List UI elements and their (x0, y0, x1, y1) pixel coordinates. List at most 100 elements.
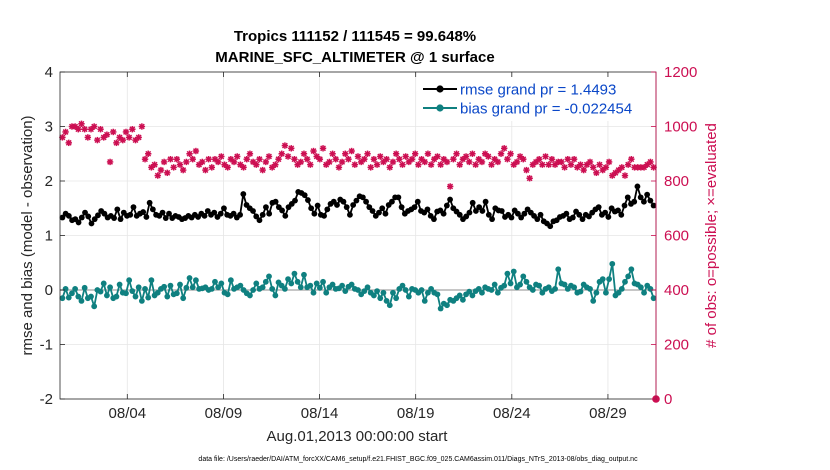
bias-point (405, 293, 412, 300)
obs-marker (453, 150, 460, 157)
obs-marker (62, 128, 69, 136)
obs-marker (618, 164, 626, 171)
bias-point (288, 280, 295, 287)
bias-point (148, 277, 155, 284)
rmse-point (602, 209, 609, 216)
bias-point (183, 284, 190, 291)
obs-marker (288, 145, 295, 152)
obs-marker (164, 169, 171, 177)
rmse-point (162, 215, 169, 221)
bias-point (266, 273, 272, 280)
obs-marker (351, 161, 359, 168)
legend-bias-label: bias grand pr = -0.022454 (460, 101, 632, 118)
obs-marker (125, 134, 133, 141)
obs-marker (243, 156, 250, 163)
bias-point (590, 298, 597, 304)
obs-marker (373, 161, 381, 168)
bias-point (126, 277, 133, 284)
y-tick-right-label: 200 (664, 337, 689, 354)
bias-point (364, 284, 371, 291)
rmse-point (447, 196, 453, 203)
rmse-point (621, 202, 628, 209)
rmse-point (211, 209, 218, 216)
bias-point (618, 286, 625, 292)
obs-marker (157, 166, 165, 174)
obs-marker (176, 161, 184, 168)
rmse-point (482, 198, 489, 205)
bias-point (291, 270, 298, 277)
bias-point (320, 278, 326, 285)
rmse-point (266, 210, 273, 217)
rmse-series (59, 183, 657, 230)
obs-marker (421, 158, 428, 166)
obs-marker (535, 156, 543, 163)
obs-marker (446, 183, 454, 190)
bias-point (97, 288, 104, 295)
chart-subtitle: MARINE_SFC_ALTIMETER @ 1 surface (215, 49, 494, 66)
rmse-point (237, 211, 243, 218)
obs-marker (504, 156, 511, 163)
obs-marker (192, 147, 200, 155)
obs-marker (545, 161, 552, 168)
rmse-point (579, 216, 586, 223)
bias-point (316, 284, 323, 291)
rmse-point (117, 216, 124, 223)
bias-point (571, 284, 578, 291)
rmse-point (272, 198, 279, 205)
rmse-point (431, 216, 437, 223)
obs-marker (300, 150, 308, 157)
obs-marker (297, 158, 304, 166)
bias-point (469, 292, 476, 299)
obs-marker (141, 156, 149, 163)
rmse-point (647, 197, 654, 204)
rmse-point (476, 204, 483, 211)
rmse-point (637, 194, 644, 201)
obs-marker (75, 126, 82, 133)
bias-point (88, 293, 94, 300)
obs-marker (183, 158, 190, 166)
rmse-point (631, 198, 638, 205)
obs-marker (272, 161, 279, 168)
rmse-point (279, 207, 285, 214)
bias-point (545, 284, 552, 291)
data-file-footer: data file: /Users/raeder/DAI/ATM_forcXX/… (198, 456, 638, 463)
rmse-point (369, 208, 376, 214)
bias-point (555, 266, 562, 273)
bias-point (510, 268, 517, 275)
bias-point (339, 282, 346, 289)
obs-marker (189, 156, 196, 163)
bias-point (313, 280, 320, 287)
y-tick-left-label: 2 (45, 173, 53, 190)
legend-rmse-marker (436, 85, 444, 93)
bias-point (192, 277, 199, 284)
bias-point (173, 290, 180, 297)
rmse-point (204, 208, 211, 214)
obs-marker (367, 164, 374, 171)
bias-point (587, 286, 593, 292)
rmse-point (366, 204, 373, 211)
rmse-point (363, 198, 369, 205)
legend-rmse-label: rmse grand pr = 1.4493 (460, 82, 616, 99)
bias-point (81, 284, 88, 291)
rmse-point (498, 208, 505, 214)
obs-marker (97, 126, 104, 133)
obs-marker (256, 156, 263, 163)
obs-marker (84, 134, 92, 141)
bias-point (208, 286, 215, 292)
bias-point (536, 282, 543, 289)
x-tick-label: 08/14 (301, 405, 339, 422)
rmse-point (78, 214, 85, 221)
obs-marker (113, 139, 120, 147)
rmse-point (398, 204, 405, 211)
bias-point (180, 295, 187, 302)
bias-point (224, 291, 231, 298)
bias-point (285, 276, 291, 282)
rmse-point (256, 217, 263, 224)
bias-point (310, 289, 317, 296)
left-axis: -2 -1 0 1 2 3 4 (40, 64, 65, 408)
rmse-point (650, 202, 657, 209)
rmse-point (350, 202, 357, 208)
obs-marker (122, 128, 130, 136)
bias-point (135, 284, 142, 291)
bias-point (272, 292, 279, 299)
